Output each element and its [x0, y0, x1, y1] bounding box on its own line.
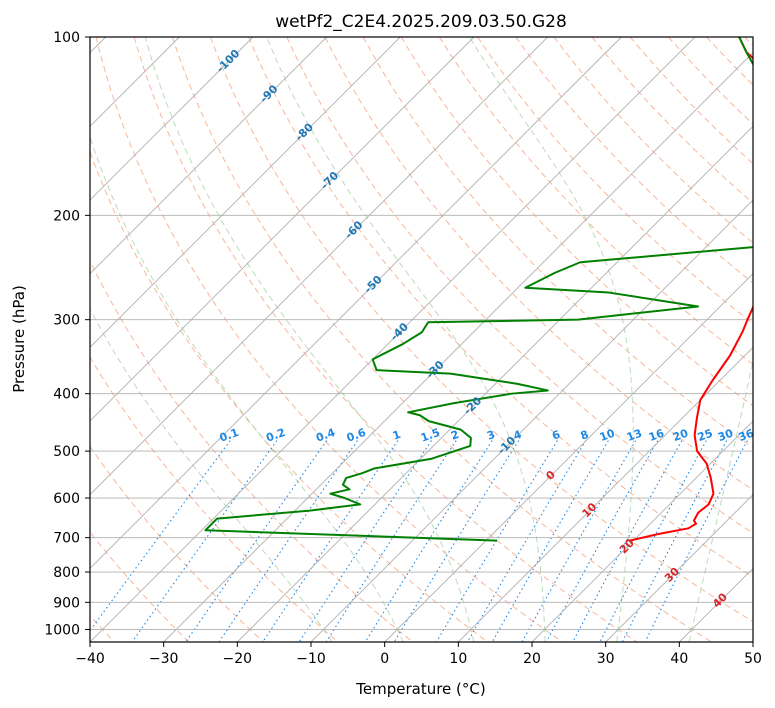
isotherm-line	[90, 37, 696, 642]
isotherm-line	[531, 420, 753, 642]
mixing-ratio-label: 3	[485, 428, 497, 443]
x-tick-label: −20	[223, 651, 253, 667]
x-tick-label: 30	[597, 651, 615, 667]
mixing-ratio-label: 13	[625, 427, 644, 444]
y-tick-label: 700	[53, 531, 80, 547]
mixing-ratio-line	[298, 440, 432, 642]
mixing-ratio-label: 36	[737, 426, 756, 444]
mixing-ratio-line	[364, 440, 493, 642]
x-tick-label: 10	[449, 651, 467, 667]
y-axis-title: Pressure (hPa)	[10, 285, 28, 393]
y-tick-label: 600	[53, 491, 80, 507]
moist-adiabat-line	[90, 308, 333, 642]
dry-adiabat-line	[439, 37, 753, 366]
mixing-ratio-label: 1	[391, 428, 403, 443]
mixing-ratio-line	[435, 440, 558, 642]
y-tick-label: 900	[53, 595, 80, 611]
temperature-line	[629, 37, 753, 542]
isotherm-line	[90, 37, 475, 422]
y-tick-label: 1000	[44, 622, 80, 638]
axes: −40 −30 −20 −10 0 10 20 30 40 5010020030040050060…	[44, 30, 762, 667]
isotherm-line	[458, 346, 753, 642]
isotherm-line	[90, 37, 327, 275]
mixing-ratio-line	[467, 440, 587, 642]
mixing-ratio-label: 6	[550, 428, 562, 443]
mixing-ratio-line	[621, 440, 728, 642]
dry-adiabat-line	[133, 37, 638, 642]
isotherm-line	[90, 37, 401, 348]
y-tick-label: 300	[53, 313, 80, 329]
isotherm-line	[163, 52, 753, 642]
mixing-ratio-line	[521, 440, 637, 642]
mixing-ratio-label: 0.1	[218, 426, 241, 445]
x-tick-label: 0	[380, 651, 389, 667]
plot-area-background	[90, 37, 753, 642]
y-tick-label: 200	[53, 208, 80, 224]
mixing-ratio-line	[90, 440, 231, 632]
mixing-ratio-label: 1.5	[419, 426, 442, 445]
mixing-ratio-label: 16	[647, 426, 666, 444]
mixing-ratio-label: 10	[598, 426, 617, 444]
dry-adiabat-line	[171, 37, 712, 642]
mixing-ratio-label: 4	[512, 428, 524, 443]
isotherm-line	[90, 37, 254, 201]
x-tick-label: 50	[744, 651, 762, 667]
moist-adiabat-line	[266, 37, 546, 642]
isotherm-line	[237, 125, 753, 642]
mixing-ratio-label: 0.2	[264, 426, 287, 445]
mixing-ratio-label: 20	[671, 426, 690, 444]
isotherm-line	[90, 37, 622, 569]
mixing-ratio-line	[185, 440, 328, 642]
mixing-ratio-line	[599, 440, 707, 642]
dry-adiabat-line	[90, 150, 488, 642]
mixing-ratio-line	[644, 440, 748, 642]
y-tick-label: 500	[53, 444, 80, 460]
moist-adiabat-line	[90, 135, 404, 642]
plot-frame	[89, 36, 754, 643]
x-tick-label: −10	[296, 651, 326, 667]
dry-adiabat-line	[90, 445, 264, 642]
dry-adiabat-line	[324, 37, 753, 491]
moist-adiabat-line	[144, 37, 475, 642]
y-tick-label: 800	[53, 565, 80, 581]
mixing-ratio-label: 30	[716, 426, 735, 444]
mixing-ratio-line	[262, 440, 399, 642]
dry-adiabat-line	[90, 356, 339, 642]
chart-title: wetPf2_C2E4.2025.209.03.50.G28	[275, 12, 567, 32]
y-tick-label: 400	[53, 387, 80, 403]
dry-adiabat-line	[95, 37, 563, 642]
x-axis-title: Temperature (°C)	[355, 680, 485, 698]
mixing-ratio-label: 0.6	[345, 426, 368, 445]
dewpoint-line	[204, 37, 753, 542]
dry-adiabat-line	[210, 37, 753, 623]
x-tick-label: −40	[75, 651, 105, 667]
dry-adiabat-line	[477, 37, 753, 325]
dry-adiabat-line	[248, 37, 753, 578]
moist-adiabat-line	[688, 358, 753, 642]
isotherm-line	[90, 37, 548, 496]
x-tick-label: 20	[523, 651, 541, 667]
isotherm-line	[605, 494, 753, 642]
x-tick-label: 40	[670, 651, 688, 667]
mixing-ratio-label: 25	[696, 427, 715, 444]
mixing-ratio-label: 2	[449, 428, 461, 443]
y-tick-label: 100	[53, 30, 80, 46]
sounding-series	[204, 37, 753, 542]
mixing-ratio-label: 8	[579, 428, 591, 443]
isotherm-line	[310, 199, 753, 642]
mixing-ratio-label: 0.4	[314, 426, 337, 445]
x-tick-label: −30	[149, 651, 179, 667]
